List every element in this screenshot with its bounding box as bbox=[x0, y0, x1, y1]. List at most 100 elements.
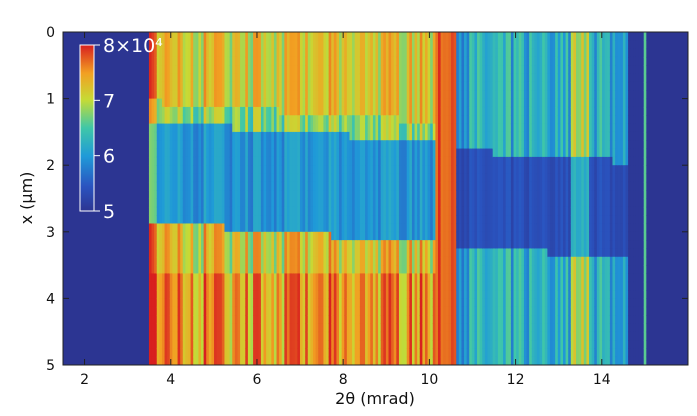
heatmap-cell bbox=[367, 140, 371, 150]
heatmap-cell bbox=[297, 173, 301, 183]
heatmap-cell bbox=[409, 173, 413, 183]
heatmap-cell bbox=[315, 65, 319, 75]
heatmap-cell bbox=[188, 165, 192, 175]
heatmap-cell bbox=[318, 215, 322, 225]
heatmap-cell bbox=[294, 81, 298, 91]
heatmap-cell bbox=[310, 273, 314, 283]
heatmap-cell bbox=[315, 40, 319, 50]
heatmap-cell bbox=[297, 331, 301, 341]
heatmap-cell bbox=[161, 115, 166, 125]
heatmap-cell bbox=[362, 281, 366, 291]
heatmap-cell bbox=[435, 290, 439, 299]
heatmap-cell bbox=[182, 48, 186, 58]
heatmap-cell bbox=[232, 256, 236, 266]
heatmap-cell bbox=[409, 65, 413, 75]
heatmap-cell bbox=[380, 298, 384, 308]
heatmap-cell bbox=[279, 240, 283, 250]
heatmap-cell bbox=[375, 148, 379, 158]
heatmap-cell bbox=[466, 106, 470, 116]
heatmap-cell bbox=[232, 340, 236, 349]
heatmap-cell bbox=[159, 98, 163, 108]
heatmap-cell bbox=[216, 156, 220, 166]
heatmap-cell bbox=[359, 231, 364, 241]
heatmap-cell bbox=[299, 165, 304, 175]
heatmap-cell bbox=[193, 240, 197, 250]
heatmap-cell bbox=[362, 315, 366, 324]
heatmap-cell bbox=[432, 331, 436, 341]
heatmap-cell bbox=[435, 115, 439, 125]
heatmap-cell bbox=[307, 190, 311, 200]
heatmap-cell bbox=[203, 48, 207, 58]
heatmap-cell bbox=[172, 298, 176, 308]
heatmap-cell bbox=[148, 281, 153, 291]
heatmap-cell bbox=[414, 231, 418, 241]
heatmap-cell bbox=[414, 281, 418, 291]
heatmap-cell bbox=[320, 140, 325, 150]
heatmap-cell bbox=[190, 40, 194, 50]
heatmap-cell bbox=[266, 190, 270, 200]
heatmap-cell bbox=[354, 340, 358, 349]
heatmap-cell bbox=[341, 115, 345, 125]
heatmap-cell bbox=[385, 123, 390, 133]
heatmap-cell bbox=[224, 231, 228, 241]
heatmap-cell bbox=[172, 315, 176, 324]
heatmap-cell bbox=[414, 198, 418, 208]
heatmap-cell bbox=[370, 173, 374, 183]
heatmap-cell bbox=[227, 356, 231, 365]
heatmap-cell bbox=[326, 56, 330, 66]
heatmap-cell bbox=[154, 190, 158, 200]
heatmap-cell bbox=[310, 323, 314, 333]
heatmap-cell bbox=[281, 240, 285, 250]
heatmap-cell bbox=[310, 190, 314, 200]
heatmap-cell bbox=[427, 256, 431, 266]
heatmap-cell bbox=[391, 273, 395, 283]
heatmap-cell bbox=[464, 181, 468, 191]
heatmap-cell bbox=[253, 223, 257, 233]
heatmap-cell bbox=[219, 215, 223, 225]
heatmap-cell bbox=[182, 348, 186, 358]
heatmap-cell bbox=[328, 123, 332, 133]
heatmap-cell bbox=[148, 40, 153, 50]
heatmap-cell bbox=[164, 223, 168, 233]
heatmap-cell bbox=[320, 340, 325, 349]
heatmap-cell bbox=[279, 131, 283, 141]
heatmap-cell bbox=[193, 98, 197, 108]
heatmap-cell bbox=[286, 32, 291, 41]
heatmap-cell bbox=[281, 156, 285, 166]
heatmap-cell bbox=[281, 90, 285, 100]
heatmap-cell bbox=[385, 240, 390, 250]
heatmap-cell bbox=[435, 206, 439, 216]
heatmap-cell bbox=[424, 215, 429, 225]
heatmap-cell bbox=[380, 273, 384, 283]
heatmap-cell bbox=[313, 340, 317, 349]
heatmap-cell bbox=[258, 173, 262, 183]
heatmap-cell bbox=[380, 148, 384, 158]
heatmap-cell bbox=[219, 356, 223, 365]
heatmap-cell bbox=[232, 106, 236, 116]
heatmap-cell bbox=[424, 98, 429, 108]
heatmap-cell bbox=[370, 248, 374, 258]
heatmap-cell bbox=[164, 190, 168, 200]
heatmap-cell bbox=[172, 98, 176, 108]
heatmap-cell bbox=[271, 298, 275, 308]
heatmap-cell bbox=[435, 106, 439, 116]
heatmap-cell bbox=[398, 231, 403, 241]
heatmap-cell bbox=[456, 290, 460, 299]
heatmap-cell bbox=[344, 90, 348, 100]
heatmap-cell bbox=[195, 40, 200, 50]
heatmap-cell bbox=[404, 290, 408, 299]
heatmap-cell bbox=[375, 140, 379, 150]
heatmap-cell bbox=[372, 106, 377, 116]
heatmap-cell bbox=[146, 215, 150, 225]
heatmap-cell bbox=[185, 306, 189, 316]
heatmap-cell bbox=[242, 56, 246, 66]
heatmap-cell bbox=[250, 81, 254, 91]
heatmap-cell bbox=[469, 90, 473, 100]
heatmap-cell bbox=[469, 73, 473, 83]
heatmap-cell bbox=[279, 98, 283, 108]
heatmap-cell bbox=[357, 148, 361, 158]
heatmap-cell bbox=[424, 81, 429, 91]
heatmap-cell bbox=[227, 131, 231, 141]
heatmap-cell bbox=[260, 148, 265, 158]
heatmap-cell bbox=[388, 65, 392, 75]
